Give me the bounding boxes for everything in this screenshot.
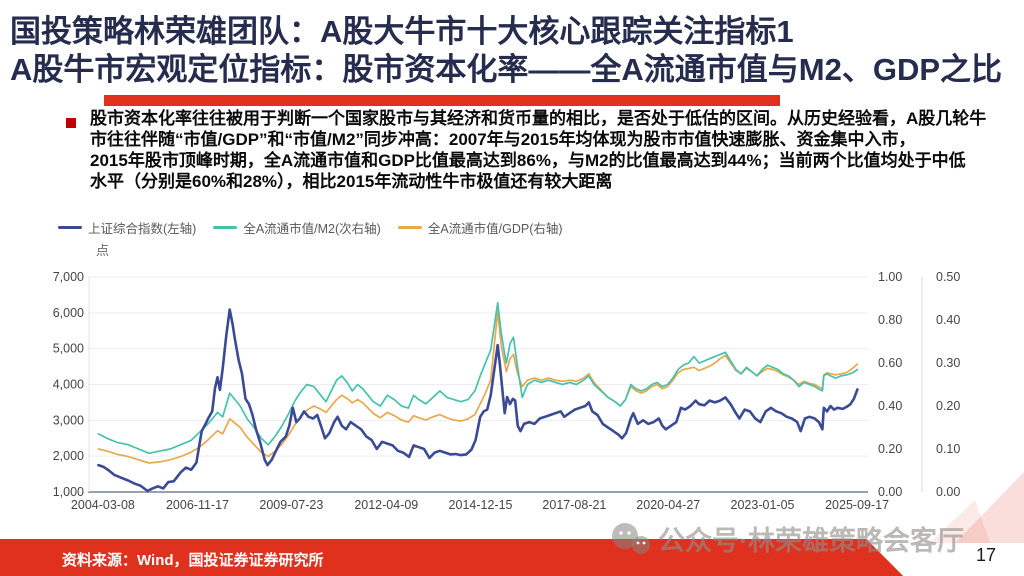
x-axis-tick-label: 2006-11-17 (166, 498, 229, 512)
inner-right-axis-tick-label: 0.60 (878, 356, 902, 370)
bullet-square-icon (66, 118, 76, 128)
left-axis-unit-label: 点 (96, 243, 110, 258)
page-number: 17 (976, 545, 997, 565)
legend-item-mcap-m2: 全A流通市值/M2(次右轴) (213, 218, 381, 237)
outer-right-axis-tick-label: 0.10 (936, 442, 960, 456)
x-axis-tick-label: 2025-09-17 (825, 498, 889, 512)
page-title-line1: 国投策略林荣雄团队：A股大牛市十大核心跟踪关注指标1 (10, 14, 794, 49)
left-axis-tick-label: 3,000 (53, 413, 84, 427)
left-axis-tick-label: 7,000 (53, 270, 84, 284)
summary-line: 股市资本化率往往被用于判断一个国家股市与其经济和货币量的相比，是否处于低估的区间… (90, 109, 987, 128)
inner-right-axis-tick-label: 0.20 (878, 442, 902, 456)
outer-right-axis-tick-label: 0.50 (936, 270, 960, 284)
outer-right-axis-tick-label: 0.00 (936, 485, 960, 499)
outer-right-axis-tick-label: 0.30 (936, 356, 960, 370)
page-title-line2: A股牛市宏观定位指标：股市资本化率——全A流通市值与M2、GDP之比 (10, 52, 1003, 87)
footer-red-band (0, 539, 904, 576)
legend-label: 全A流通市值/M2(次右轴) (243, 222, 381, 236)
page-title: 国投策略林荣雄团队：A股大牛市十大核心跟踪关注指标1 A股牛市宏观定位指标：股市… (10, 13, 1002, 89)
watermark-text: 公众号·林荣雄策略会客厅 (658, 526, 964, 556)
legend-item-mcap-gdp: 全A流通市值/GDP(右轴) (397, 218, 563, 237)
legend-item-sse-index: 上证综合指数(左轴) (58, 218, 196, 237)
summary-line: 水平（分别是60%和28%），相比2015年流动性牛市极值还有较大距离 (90, 172, 613, 191)
legend-label: 全A流通市值/GDP(右轴) (427, 222, 563, 236)
x-axis-tick-label: 2020-04-27 (636, 498, 700, 512)
inner-right-axis-tick-label: 1.00 (878, 270, 902, 284)
left-axis-tick-label: 6,000 (53, 306, 84, 320)
x-axis-tick-label: 2014-12-15 (449, 498, 513, 512)
data-source-text: 资料来源：Wind，国投证券证券研究所 (62, 552, 324, 569)
x-axis-tick-label: 2017-08-21 (542, 498, 606, 512)
series-line-全A流通市值/GDP (97, 310, 859, 464)
mcap-gdp-line-swatch (397, 226, 422, 229)
left-axis-tick-label: 2,000 (53, 449, 84, 463)
series-line-上证综合指数 (97, 308, 859, 493)
watermark: 公众号·林荣雄策略会客厅 (610, 519, 964, 558)
legend-label: 上证综合指数(左轴) (88, 222, 197, 236)
inner-right-axis-tick-label: 0.00 (878, 485, 902, 499)
chart-legend: 上证综合指数(左轴) 全A流通市值/M2(次右轴) 全A流通市值/GDP(右轴) (58, 218, 563, 237)
x-axis-tick-label: 2009-07-23 (259, 498, 323, 512)
summary-line: 2015年股市顶峰时期，全A流通市值和GDP比值最高达到86%，与M2的比值最高… (90, 151, 966, 170)
wechat-icon (612, 522, 650, 554)
x-axis-tick-label: 2012-04-09 (354, 498, 418, 512)
inner-right-axis-tick-label: 0.80 (878, 313, 902, 327)
x-axis-tick-label: 2023-01-05 (731, 498, 795, 512)
outer-right-axis-tick-label: 0.20 (936, 399, 960, 413)
series-line-全A流通市值/M2 (97, 301, 859, 455)
sse-line-swatch (58, 226, 82, 229)
outer-right-axis-tick-label: 0.40 (936, 313, 960, 327)
summary-line: 市往往伴随“市值/GDP”和“市值/M2”同步冲高：2007年与2015年均体现… (90, 130, 916, 149)
x-axis-tick-label: 2004-03-08 (71, 498, 135, 512)
inner-right-axis-tick-label: 0.40 (878, 399, 902, 413)
summary-paragraph: 股市资本化率往往被用于判断一个国家股市与其经济和货币量的相比，是否处于低估的区间… (90, 108, 1015, 192)
left-axis-tick-label: 1,000 (53, 485, 84, 499)
left-axis-tick-label: 4,000 (53, 378, 84, 392)
red-accent-bar (104, 95, 780, 106)
left-axis-tick-label: 5,000 (53, 342, 84, 356)
mcap-m2-line-swatch (213, 226, 238, 229)
